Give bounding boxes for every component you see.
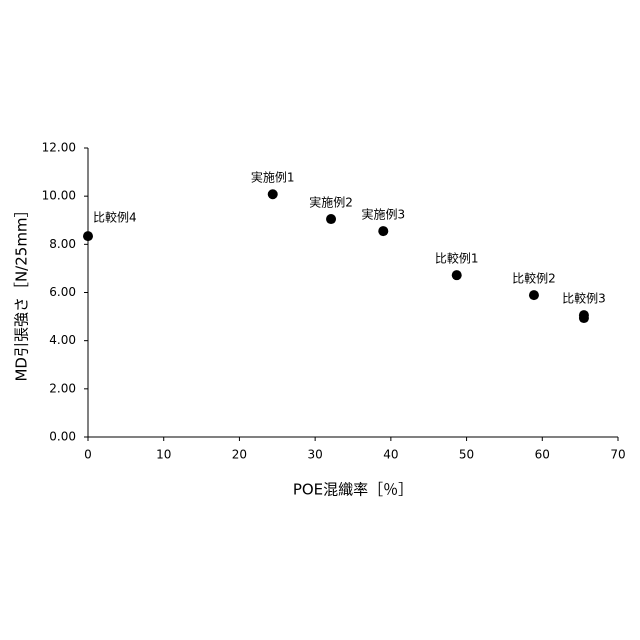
- y-tick-label: 6.00: [49, 285, 76, 299]
- point-label: 比較例1: [435, 251, 479, 266]
- y-tick-label: 12.00: [42, 141, 76, 155]
- point-label: 実施例2: [309, 195, 353, 210]
- y-tick-label: 10.00: [42, 189, 76, 203]
- point: [529, 290, 539, 300]
- x-tick-label: 60: [535, 448, 550, 462]
- x-tick-label: 0: [84, 448, 92, 462]
- point-label: 比較例4: [93, 210, 137, 225]
- point: [268, 189, 278, 199]
- x-tick-label: 70: [610, 448, 625, 462]
- point-label: 実施例3: [361, 207, 405, 222]
- point: [452, 270, 462, 280]
- y-tick-label: 8.00: [49, 237, 76, 251]
- x-tick-label: 40: [383, 448, 398, 462]
- point: [378, 226, 388, 236]
- point-label: 比較例2: [512, 271, 556, 286]
- x-axis-title: POE混織率［％］: [293, 481, 413, 499]
- point-label: 比較例3: [562, 291, 606, 306]
- chart: MD引張強さ［N/25mm］ POE混織率［％］ 0.00 2.00 4.00 6.0…: [0, 0, 640, 640]
- y-tick-label: 2.00: [49, 381, 76, 395]
- y-tick-label: 4.00: [49, 333, 76, 347]
- point: [579, 313, 589, 323]
- point: [326, 214, 336, 224]
- y-axis-title: MD引張強さ［N/25mm］: [13, 202, 31, 381]
- point: [83, 231, 93, 241]
- y-tick-label: 0.00: [49, 430, 76, 444]
- x-tick-label: 10: [156, 448, 171, 462]
- x-tick-label: 20: [232, 448, 247, 462]
- x-tick-label: 50: [459, 448, 474, 462]
- x-tick-label: 30: [308, 448, 323, 462]
- point-label: 実施例1: [251, 170, 295, 185]
